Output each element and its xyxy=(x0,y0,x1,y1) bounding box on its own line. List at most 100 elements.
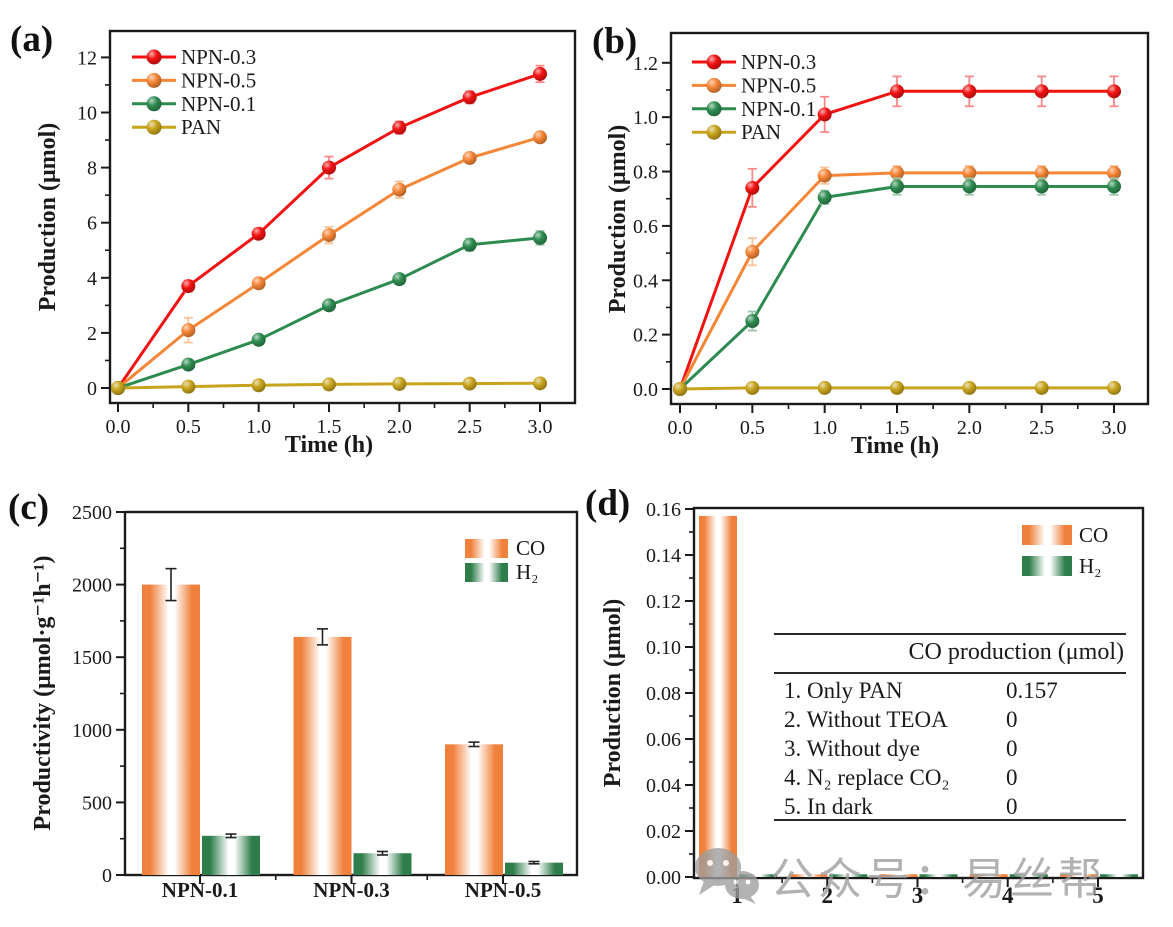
table-rule-bottom xyxy=(774,819,1126,821)
svg-text:CO: CO xyxy=(516,536,545,560)
svg-text:0.5: 0.5 xyxy=(740,417,765,439)
data-point xyxy=(462,237,477,252)
svg-text:CO: CO xyxy=(1079,523,1108,547)
svg-text:0.14: 0.14 xyxy=(646,545,681,567)
svg-text:Production (μmol): Production (μmol) xyxy=(605,125,631,313)
panel-a-plot: 0 2 4 6 8 10 12 0.0 0.5 1.0 1.5 2.0 2.5 3.0 Time (h) Pr… xyxy=(35,29,577,458)
legend-item-NPN-0.3: NPN-0.3 xyxy=(692,50,816,74)
svg-text:NPN-0.3: NPN-0.3 xyxy=(741,50,816,74)
svg-text:0.2: 0.2 xyxy=(633,325,658,347)
table-row: 5. In dark 0 xyxy=(774,794,1126,823)
svg-text:NPN-0.1: NPN-0.1 xyxy=(741,97,816,121)
svg-text:0.0: 0.0 xyxy=(668,417,693,439)
data-point xyxy=(1107,84,1121,99)
legend-item-CO: CO xyxy=(1022,523,1108,547)
svg-text:Production (μmol): Production (μmol) xyxy=(600,599,626,787)
data-point xyxy=(890,84,904,99)
svg-text:1500: 1500 xyxy=(72,647,112,669)
data-point xyxy=(1034,380,1049,395)
legend-item-H₂: H₂ xyxy=(465,560,539,584)
bar-CO-NPN-0.5 xyxy=(445,744,503,875)
data-point xyxy=(533,130,547,145)
svg-text:NPN-0.5: NPN-0.5 xyxy=(741,73,816,97)
data-point xyxy=(533,376,547,391)
svg-text:0.08: 0.08 xyxy=(646,683,681,705)
table-row-value: 0 xyxy=(1006,707,1018,732)
table-row-label: 5. In dark xyxy=(784,794,873,819)
data-point xyxy=(745,380,760,395)
svg-text:NPN-0.5: NPN-0.5 xyxy=(465,878,541,902)
series-NPN-0.5 xyxy=(673,165,1121,396)
data-point xyxy=(322,228,336,243)
svg-text:0.8: 0.8 xyxy=(633,162,658,184)
data-point xyxy=(962,179,977,194)
data-point xyxy=(1107,179,1121,194)
series-CO xyxy=(142,567,503,875)
svg-text:Time (h): Time (h) xyxy=(851,433,939,459)
table-row: 1. Only PAN 0.157 xyxy=(774,678,1126,707)
data-point xyxy=(673,382,687,396)
data-point xyxy=(181,379,196,394)
series-NPN-0.3 xyxy=(673,75,1121,396)
svg-text:1.0: 1.0 xyxy=(246,416,271,438)
data-point xyxy=(1107,380,1121,395)
series-H₂ xyxy=(739,874,1138,877)
bar-H₂-4 xyxy=(1009,874,1048,877)
svg-text:0.0: 0.0 xyxy=(106,416,131,438)
svg-text:500: 500 xyxy=(82,792,112,814)
data-point xyxy=(962,380,977,395)
series-PAN xyxy=(111,376,547,395)
data-point xyxy=(817,107,832,122)
svg-text:2.0: 2.0 xyxy=(957,417,982,439)
table-row: 3. Without dye 0 xyxy=(774,736,1126,765)
svg-text:0.5: 0.5 xyxy=(176,416,201,438)
svg-text:H₂: H₂ xyxy=(516,560,539,584)
legend-item-PAN: PAN xyxy=(132,115,221,139)
watermark: 公众号：易丝帮 xyxy=(692,843,1106,907)
svg-text:1.5: 1.5 xyxy=(317,416,342,438)
svg-text:12: 12 xyxy=(77,47,97,69)
bar-CO-5 xyxy=(1060,874,1098,877)
data-point xyxy=(1034,179,1049,194)
bar-CO-2 xyxy=(789,874,828,877)
table-row-value: 0 xyxy=(1006,765,1018,790)
svg-text:3.0: 3.0 xyxy=(1102,417,1127,439)
data-point xyxy=(890,165,904,180)
svg-text:0.4: 0.4 xyxy=(633,270,658,292)
data-point xyxy=(462,90,477,105)
series-PAN xyxy=(673,380,1121,396)
bar-H₂-NPN-0.5 xyxy=(505,862,563,875)
bar-CO-NPN-0.3 xyxy=(293,636,352,875)
table-row-value: 0 xyxy=(1006,794,1018,819)
svg-text:1.5: 1.5 xyxy=(885,417,910,439)
data-point xyxy=(745,180,760,195)
data-point xyxy=(111,381,125,395)
svg-text:0.16: 0.16 xyxy=(646,499,681,521)
svg-text:NPN-0.3: NPN-0.3 xyxy=(181,45,256,69)
table-row-label: 3. Without dye xyxy=(784,736,921,761)
data-point xyxy=(322,160,336,175)
svg-text:0: 0 xyxy=(102,865,112,887)
svg-text:0.0: 0.0 xyxy=(633,379,658,401)
svg-text:NPN-0.5: NPN-0.5 xyxy=(181,68,256,92)
data-point xyxy=(251,332,266,347)
legend-item-NPN-0.3: NPN-0.3 xyxy=(132,45,256,69)
svg-text:Productivity (μmol·g⁻¹h⁻¹): Productivity (μmol·g⁻¹h⁻¹) xyxy=(30,556,56,831)
series-CO xyxy=(699,515,1098,877)
panel-label-b: (b) xyxy=(592,21,638,62)
panel-label-d: (d) xyxy=(585,483,631,524)
svg-text:2.5: 2.5 xyxy=(457,416,482,438)
svg-text:6: 6 xyxy=(87,213,97,235)
data-point xyxy=(745,314,760,329)
table-row: 4. N₂ replace CO₂ 0 xyxy=(774,765,1126,794)
svg-text:0.04: 0.04 xyxy=(646,775,681,797)
legend-item-NPN-0.5: NPN-0.5 xyxy=(132,68,256,92)
svg-text:NPN-0.1: NPN-0.1 xyxy=(181,92,256,116)
data-point xyxy=(890,380,904,395)
data-point xyxy=(322,377,336,392)
panel-label-c: (c) xyxy=(8,487,50,528)
svg-text:2: 2 xyxy=(87,323,97,345)
bar-CO-4 xyxy=(969,874,1008,877)
